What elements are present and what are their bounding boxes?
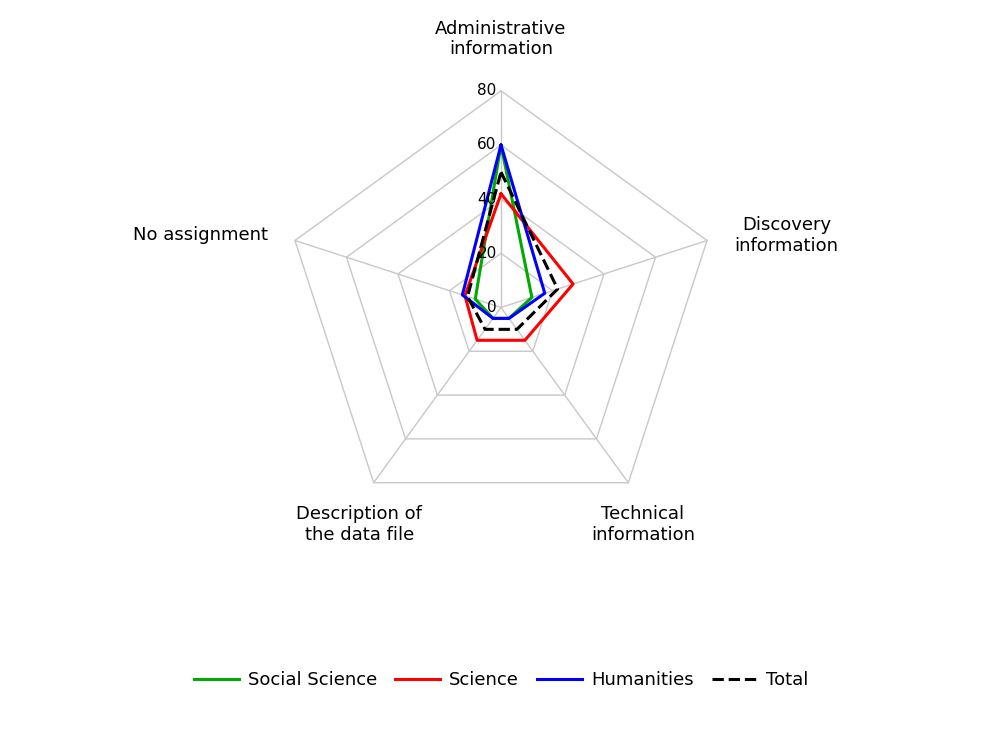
Text: 80: 80	[477, 83, 497, 98]
Text: Administrative
information: Administrative information	[435, 20, 567, 58]
Text: 0: 0	[487, 300, 497, 315]
Text: Description of
the data file: Description of the data file	[297, 505, 422, 544]
Text: 60: 60	[477, 138, 497, 153]
Text: Discovery
information: Discovery information	[734, 215, 839, 255]
Text: 20: 20	[477, 246, 497, 261]
Text: No assignment: No assignment	[132, 226, 268, 244]
Text: 40: 40	[477, 191, 497, 206]
Text: Technical
information: Technical information	[591, 505, 694, 544]
Legend: Social Science, Science, Humanities, Total: Social Science, Science, Humanities, Tot…	[186, 664, 816, 696]
